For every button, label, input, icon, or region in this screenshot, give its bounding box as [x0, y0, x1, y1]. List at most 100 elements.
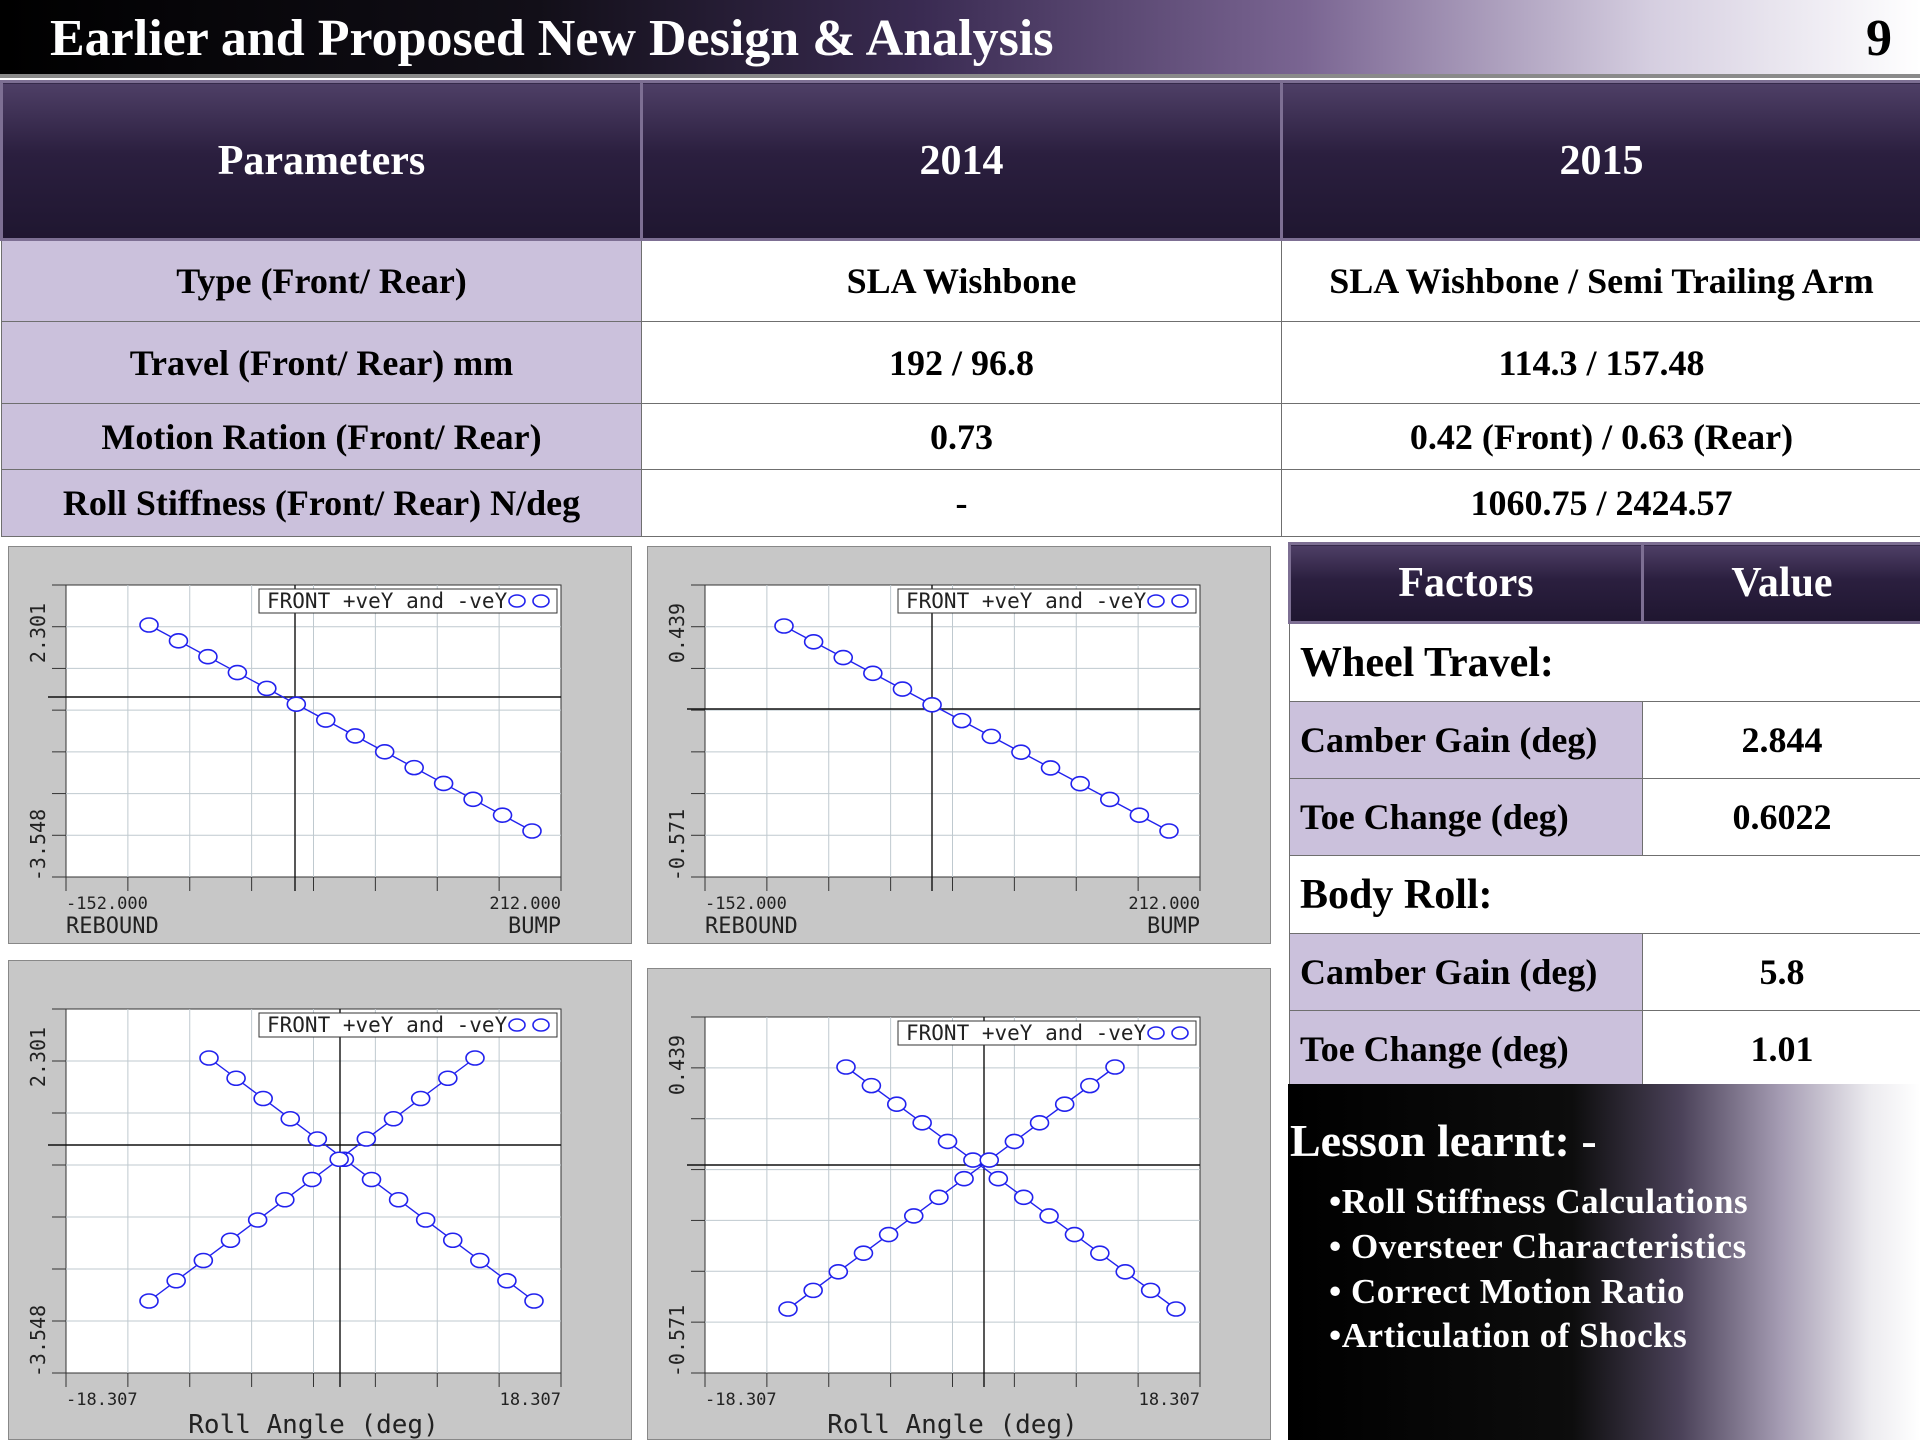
- series-point: [194, 1254, 212, 1268]
- series-point: [435, 776, 453, 790]
- table-row: Motion Ration (Front/ Rear) 0.73 0.42 (F…: [2, 404, 1920, 470]
- y-max-label: 2.301: [26, 1027, 50, 1087]
- row-label: Motion Ration (Front/ Rear): [2, 404, 642, 470]
- series-point: [1071, 777, 1089, 791]
- series-point: [953, 714, 971, 728]
- x-min-label: -18.307: [705, 1390, 777, 1410]
- plot-canvas: 0.439 -0.571 -18.307 18.307 Roll Angle (deg)…: [648, 969, 1272, 1441]
- cell-2014: -: [642, 470, 1282, 537]
- lesson-item: •Roll Stiffness Calculations: [1329, 1182, 1748, 1222]
- column-header-2014: 2014: [642, 82, 1282, 240]
- series-point: [276, 1193, 294, 1207]
- x-axis-label-bump: BUMP: [508, 914, 561, 939]
- y-min-label: -3.548: [26, 1305, 50, 1377]
- table-row: Toe Change (deg) 1.01: [1290, 1011, 1920, 1088]
- y-max-label: 2.301: [26, 603, 50, 663]
- series-point: [167, 1274, 185, 1288]
- factors-header-row: Factors Value: [1290, 544, 1920, 623]
- series-point: [862, 1079, 880, 1093]
- series-point: [864, 666, 882, 680]
- series-point: [303, 1173, 321, 1187]
- series-point: [169, 634, 187, 648]
- series-point: [466, 1051, 484, 1065]
- plot-legend: FRONT +veY and -veY: [898, 589, 1196, 613]
- series-point: [1160, 824, 1178, 838]
- series-point: [254, 1092, 272, 1106]
- series-point: [805, 635, 823, 649]
- series-point: [1081, 1079, 1099, 1093]
- legend-label: FRONT +veY and -veY: [267, 589, 508, 613]
- plot-legend: FRONT +veY and -veY: [259, 589, 557, 613]
- series-point: [258, 681, 276, 695]
- series-point: [1142, 1283, 1160, 1297]
- series-point: [385, 1112, 403, 1126]
- series-point: [222, 1233, 240, 1247]
- section-title-wheel-travel: Wheel Travel:: [1290, 623, 1920, 702]
- x-axis-label-rebound: REBOUND: [705, 914, 798, 939]
- table-row: Camber Gain (deg) 2.844: [1290, 702, 1920, 779]
- series-point: [417, 1213, 435, 1227]
- section-row: Wheel Travel:: [1290, 623, 1920, 702]
- series-point: [1116, 1265, 1134, 1279]
- series-point: [140, 1294, 158, 1308]
- series-point: [834, 651, 852, 665]
- series-point: [1091, 1246, 1109, 1260]
- x-min-label: -152.000: [66, 894, 148, 914]
- y-max-label: 0.439: [665, 1035, 689, 1095]
- plot-legend: FRONT +veY and -veY: [898, 1021, 1196, 1045]
- series-point: [893, 682, 911, 696]
- y-min-label: -0.571: [665, 1305, 689, 1377]
- series-point: [439, 1071, 457, 1085]
- series-point: [939, 1134, 957, 1148]
- series-point: [1101, 792, 1119, 806]
- table-row: Toe Change (deg) 0.6022: [1290, 779, 1920, 856]
- series-point: [888, 1097, 906, 1111]
- series-point: [412, 1092, 430, 1106]
- series-point: [923, 698, 941, 712]
- factors-table: Factors Value Wheel Travel: Camber Gain …: [1288, 542, 1920, 1088]
- series-point: [880, 1228, 898, 1242]
- series-point: [471, 1254, 489, 1268]
- slide-title: Earlier and Proposed New Design & Analys…: [50, 6, 1054, 72]
- x-max-label: 212.000: [1128, 894, 1200, 914]
- series-point: [980, 1153, 998, 1167]
- legend-label: FRONT +veY and -veY: [267, 1013, 508, 1037]
- plot-legend: FRONT +veY and -veY: [259, 1013, 557, 1037]
- series-point: [523, 824, 541, 838]
- roll-angle-plot-2015: 0.439 -0.571 -18.307 18.307 Roll Angle (deg)…: [647, 968, 1271, 1440]
- lesson-item: • Correct Motion Ratio: [1329, 1272, 1685, 1312]
- y-min-label: -0.571: [665, 809, 689, 881]
- series-point: [346, 729, 364, 743]
- series-point: [444, 1233, 462, 1247]
- x-axis-title: Roll Angle (deg): [188, 1410, 438, 1440]
- x-max-label: 18.307: [1139, 1390, 1200, 1410]
- series-point: [363, 1173, 381, 1187]
- series-point: [498, 1274, 516, 1288]
- row-label: Type (Front/ Rear): [2, 240, 642, 322]
- series-point: [227, 1071, 245, 1085]
- section-title-body-roll: Body Roll:: [1290, 856, 1920, 934]
- x-max-label: 18.307: [500, 1390, 561, 1410]
- series-point: [317, 713, 335, 727]
- series-point: [982, 729, 1000, 743]
- series-point: [464, 792, 482, 806]
- series-point: [525, 1294, 543, 1308]
- slide-number: 9: [1866, 6, 1892, 72]
- y-max-label: 0.439: [665, 603, 689, 663]
- legend-label: FRONT +veY and -veY: [906, 1021, 1147, 1045]
- cell-2014: 192 / 96.8: [642, 322, 1282, 404]
- series-point: [779, 1302, 797, 1316]
- table-row: Travel (Front/ Rear) mm 192 / 96.8 114.3…: [2, 322, 1920, 404]
- series-point: [1005, 1134, 1023, 1148]
- legend-label: FRONT +veY and -veY: [906, 589, 1147, 613]
- series-point: [330, 1152, 348, 1166]
- series-point: [905, 1209, 923, 1223]
- series-point: [200, 1051, 218, 1065]
- x-axis-title: Roll Angle (deg): [827, 1410, 1077, 1440]
- series-point: [390, 1193, 408, 1207]
- factor-label: Camber Gain (deg): [1290, 934, 1643, 1011]
